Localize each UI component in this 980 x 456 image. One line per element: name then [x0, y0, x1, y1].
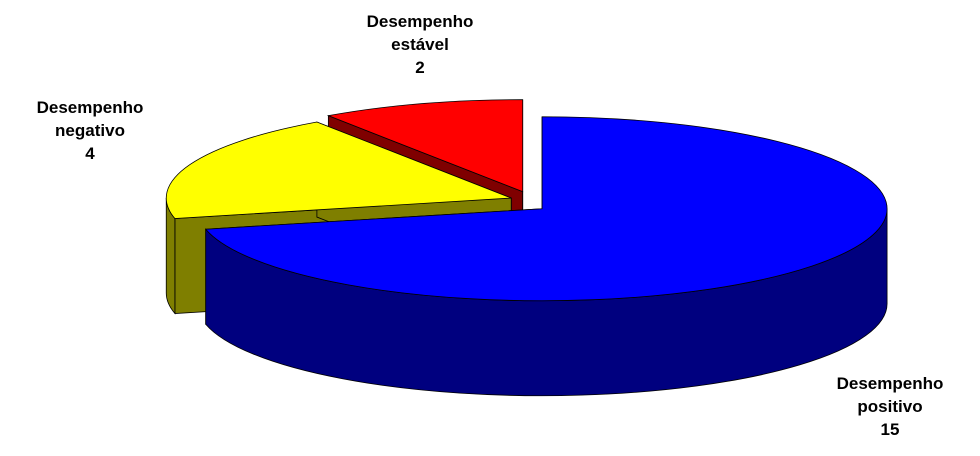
value-label: 4	[85, 144, 95, 163]
value-label: 15	[880, 420, 900, 439]
category-label: Desempenho estável	[366, 12, 474, 54]
slice	[165, 121, 512, 219]
category-label: Desempenho negativo	[36, 98, 144, 140]
slice-label: Desempenho estável 2	[340, 10, 500, 79]
slice-label: Desempenho positivo 15	[810, 372, 970, 441]
slice-label: Desempenho negativo 4	[10, 96, 170, 165]
category-label: Desempenho positivo	[836, 374, 944, 416]
slice	[326, 99, 524, 193]
slice	[204, 116, 888, 302]
value-label: 2	[415, 58, 425, 77]
